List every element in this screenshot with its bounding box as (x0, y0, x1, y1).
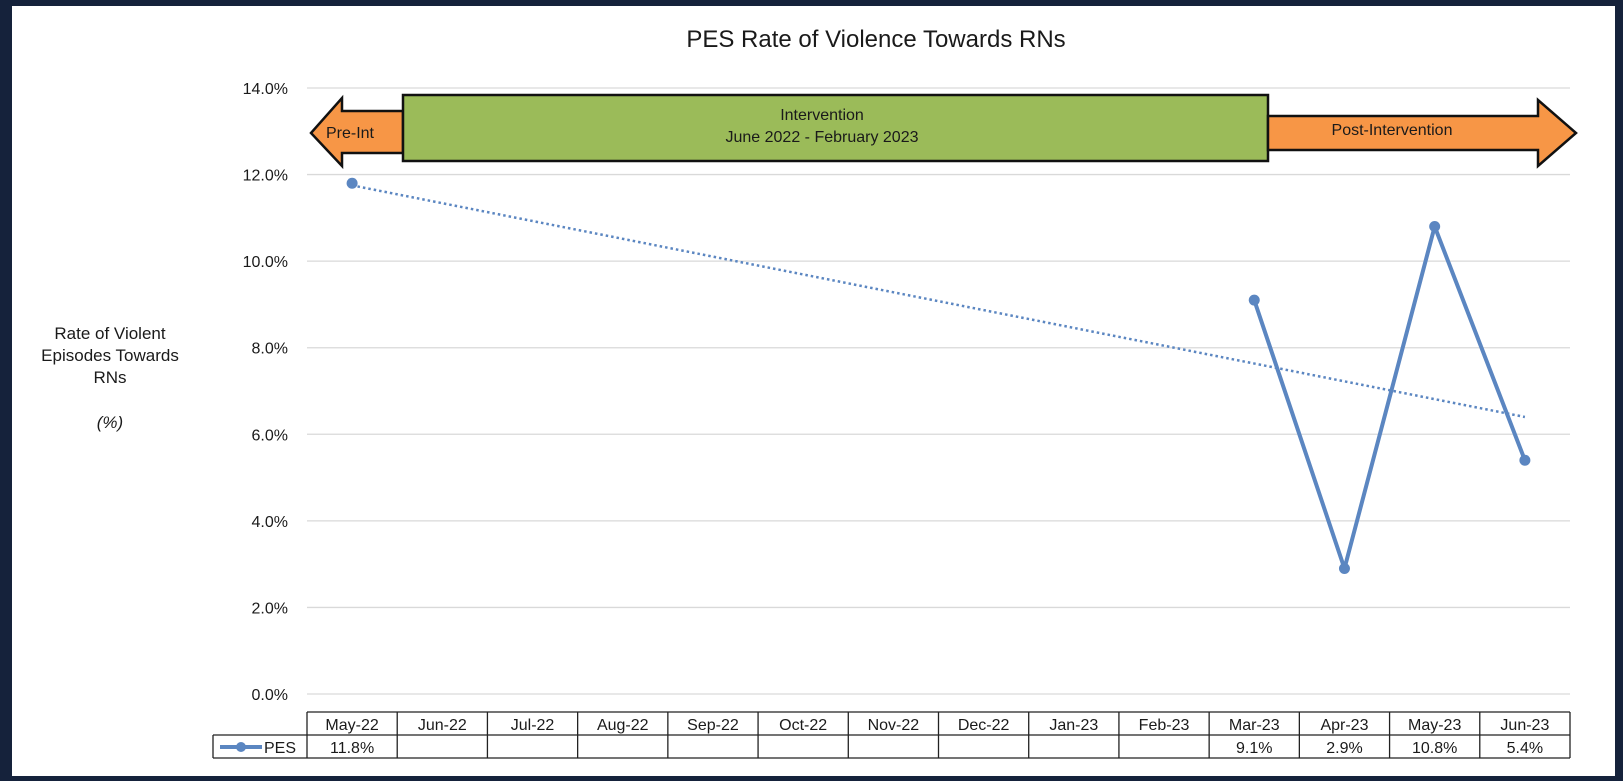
y-tick-label: 6.0% (252, 427, 288, 444)
data-point (1519, 454, 1531, 466)
y-tick-label: 12.0% (243, 168, 288, 185)
post-intervention-arrow (1266, 97, 1578, 169)
intervention-dates: June 2022 - February 2023 (725, 129, 918, 146)
trendline (351, 184, 1526, 419)
x-tick-label: Apr-23 (1320, 717, 1368, 734)
y-axis-label: Rate of Violent Episodes Towards RNs (%) (41, 324, 179, 432)
data-point (1429, 221, 1441, 233)
x-tick-label: Jul-22 (511, 717, 555, 734)
y-tick-label: 10.0% (243, 254, 288, 271)
y-axis-label-line-3: RNs (93, 368, 126, 387)
y-axis-label-line-1: Rate of Violent (54, 324, 165, 343)
phase-annotations: Pre-Int Intervention June 2022 - Februar… (309, 93, 1578, 170)
x-tick-label: Jun-22 (418, 717, 467, 734)
pre-int-label: Pre-Int (326, 125, 375, 142)
x-tick-label: Aug-22 (597, 717, 649, 734)
data-label: 11.8% (330, 740, 374, 757)
y-tick-label: 8.0% (252, 341, 288, 358)
gridlines (307, 87, 1570, 695)
y-tick-label: 4.0% (252, 514, 288, 531)
data-point (346, 177, 358, 189)
intervention-label: Intervention (780, 107, 864, 124)
data-table: May-22 Jun-22 Jul-22 Aug-22 Sep-22 Oct-22 Nov-… (212, 711, 1571, 759)
y-tick-label: 14.0% (243, 81, 288, 98)
trendline-dotted (351, 184, 1526, 419)
x-tick-label: Jan-23 (1049, 717, 1098, 734)
legend-label: PES (264, 740, 296, 757)
x-tick-label: Mar-23 (1229, 717, 1280, 734)
x-tick-label: Sep-22 (687, 717, 739, 734)
pre-int-arrow (309, 94, 405, 170)
y-axis-label-line-2: Episodes Towards (41, 346, 179, 365)
data-label: 9.1% (1236, 740, 1272, 757)
data-label: 5.4% (1507, 740, 1543, 757)
x-tick-label: Nov-22 (868, 717, 920, 734)
x-tick-label: Jun-23 (1500, 717, 1549, 734)
x-tick-label: May-22 (325, 717, 378, 734)
data-label: 10.8% (1412, 740, 1457, 757)
data-point (1248, 294, 1260, 306)
legend-marker (236, 742, 246, 752)
data-label: 2.9% (1326, 740, 1362, 757)
series-line (1252, 224, 1527, 571)
x-tick-label: Dec-22 (958, 717, 1010, 734)
data-point (1338, 562, 1350, 574)
chart-title: PES Rate of Violence Towards RNs (686, 26, 1065, 53)
post-intervention-label: Post-Intervention (1332, 122, 1453, 139)
x-tick-label: Feb-23 (1139, 717, 1190, 734)
x-tick-label: Oct-22 (779, 717, 827, 734)
y-axis-unit: (%) (97, 413, 123, 432)
series-pes (346, 177, 1531, 574)
x-tick-label: May-23 (1408, 717, 1461, 734)
intervention-box (401, 93, 1270, 163)
y-tick-label: 2.0% (252, 600, 288, 617)
y-tick-label: 0.0% (252, 687, 288, 704)
y-axis-ticks: 0.0% 2.0% 4.0% 6.0% 8.0% 10.0% 12.0% 14.0% (243, 81, 288, 704)
